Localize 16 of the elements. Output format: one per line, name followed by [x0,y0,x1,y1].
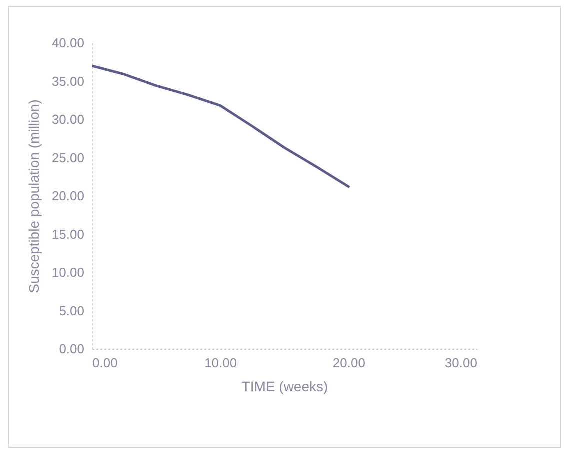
line-series [92,64,350,188]
y-tick-label: 5.00 [59,303,84,318]
y-axis-title: Susceptible population (million) [26,100,42,294]
x-tick-label: 0.00 [92,356,118,370]
y-tick-label: 10.00 [52,265,84,280]
y-tick-label: 30.00 [52,112,84,127]
x-axis-title: TIME (weeks) [242,378,328,394]
y-tick-label: 40.00 [52,36,84,50]
y-tick-label: 0.00 [59,342,84,356]
x-tick-label: 10.00 [204,356,238,370]
x-tick-label: 30.00 [444,356,478,370]
x-tick-label: 20.00 [332,356,366,370]
y-tick-label: 25.00 [52,150,84,166]
y-tick-label: 35.00 [52,74,84,89]
y-tick-label: 15.00 [52,226,84,242]
y-tick-label: 20.00 [52,188,84,204]
